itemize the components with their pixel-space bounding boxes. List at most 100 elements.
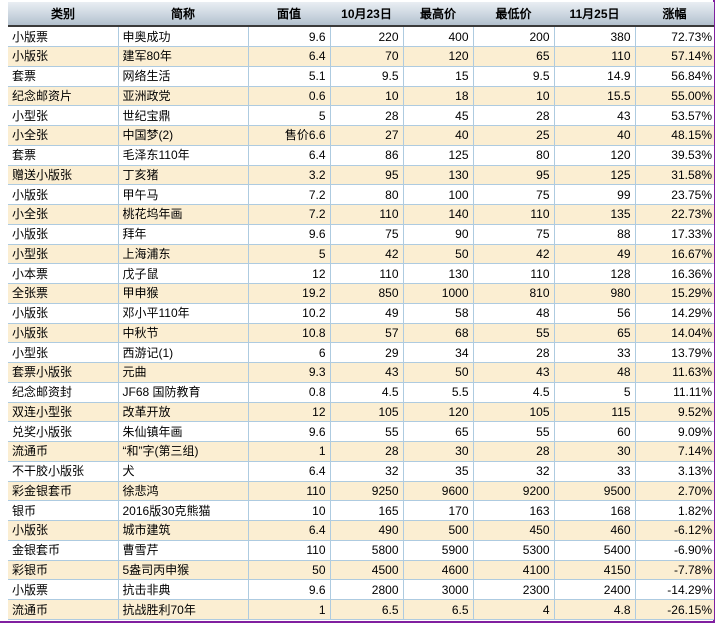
table-row: 纪念邮资封 JF68 国防教育 0.8 4.5 5.5 4.5 5 11.11% (8, 382, 714, 403)
cell-oct23: 110 (329, 263, 403, 285)
table-row: 银币 2016版30克熊猫 10 165 170 163 168 1.82% (8, 500, 714, 522)
cell-high: 50 (402, 362, 473, 383)
cell-name: 申奥成功 (117, 26, 248, 48)
cell-change: 48.15% (634, 125, 714, 146)
cell-face-value: 9.6 (247, 421, 330, 443)
table-row: 小版张 城市建筑 6.4 490 500 450 460 -6.12% (8, 520, 714, 541)
cell-oct23: 165 (329, 500, 403, 522)
cell-face-value: 7.2 (247, 184, 330, 206)
cell-face-value: 9.6 (247, 579, 330, 601)
cell-low: 48 (472, 303, 554, 324)
cell-name: 世纪宝鼎 (117, 105, 248, 127)
cell-high: 18 (402, 86, 473, 107)
cell-change: 23.75% (634, 184, 714, 206)
cell-face-value: 10 (247, 500, 330, 522)
cell-change: 9.52% (634, 402, 714, 423)
cell-nov25: 60 (553, 421, 635, 443)
table-row: 小全张 中国梦(2) 售价6.6 27 40 25 40 48.15% (8, 125, 714, 146)
cell-nov25: 43 (553, 105, 635, 127)
cell-name: 改革开放 (117, 402, 248, 423)
cell-high: 4600 (402, 560, 473, 581)
cell-nov25: 56 (553, 303, 635, 324)
cell-low: 42 (472, 244, 554, 265)
cell-face-value: 19.2 (247, 283, 330, 304)
cell-high: 500 (402, 520, 473, 541)
cell-name: 徐悲鸿 (117, 481, 248, 502)
cell-nov25: 33 (553, 342, 635, 364)
cell-name: 中国梦(2) (117, 125, 248, 146)
table-row: 金银套币 曹雪芹 110 5800 5900 5300 5400 -6.90% (8, 540, 714, 561)
cell-category: 小型张 (8, 342, 118, 364)
cell-low: 55 (472, 421, 554, 443)
cell-category: 纪念邮资片 (8, 86, 118, 107)
column-header-low: 最低价 (473, 2, 554, 27)
column-header-change: 涨幅 (635, 2, 714, 27)
cell-category: 银币 (8, 500, 118, 522)
cell-face-value: 3.2 (247, 165, 330, 186)
cell-low: 28 (472, 441, 554, 462)
cell-oct23: 490 (329, 520, 403, 541)
cell-nov25: 9500 (553, 481, 635, 502)
table-row: 小型张 西游记(1) 6 29 34 28 33 13.79% (8, 342, 714, 364)
cell-name: 中秋节 (117, 323, 248, 344)
cell-name: 戊子鼠 (117, 263, 248, 285)
cell-low: 450 (472, 520, 554, 541)
table-row: 套票小版张 元曲 9.3 43 50 43 48 11.63% (8, 362, 714, 383)
cell-low: 80 (472, 145, 554, 166)
cell-name: 亚洲政党 (117, 86, 248, 107)
cell-low: 110 (472, 204, 554, 225)
cell-nov25: 99 (553, 184, 635, 206)
cell-face-value: 6.4 (247, 46, 330, 67)
cell-nov25: 4.8 (553, 599, 635, 620)
cell-change: 2.70% (634, 481, 714, 502)
table-header: 类别 简称 面值 10月23日 最高价 最低价 11月25日 涨幅 (8, 2, 714, 27)
cell-change: -6.12% (634, 520, 714, 541)
cell-change: 17.33% (634, 224, 714, 245)
cell-low: 75 (472, 184, 554, 206)
cell-low: 55 (472, 323, 554, 344)
cell-name: 邓小平110年 (117, 303, 248, 324)
cell-change: 72.73% (634, 26, 714, 48)
cell-oct23: 43 (329, 362, 403, 383)
cell-name: 毛泽东110年 (117, 145, 248, 166)
cell-low: 2300 (472, 579, 554, 601)
cell-nov25: 40 (553, 125, 635, 146)
table-row: 小全张 桃花坞年画 7.2 110 140 110 135 22.73% (8, 204, 714, 225)
table-row: 小版票 抗击非典 9.6 2800 3000 2300 2400 -14.29% (8, 579, 714, 601)
cell-nov25: 88 (553, 224, 635, 245)
cell-high: 130 (402, 165, 473, 186)
cell-face-value: 9.6 (247, 26, 330, 48)
cell-name: 犬 (117, 461, 248, 482)
cell-face-value: 12 (247, 402, 330, 423)
cell-name: 西游记(1) (117, 342, 248, 364)
cell-oct23: 4500 (329, 560, 403, 581)
cell-category: 不干胶小版张 (8, 461, 118, 482)
cell-category: 小版张 (8, 520, 118, 541)
column-header-high: 最高价 (403, 2, 473, 27)
cell-name: 朱仙镇年画 (117, 421, 248, 443)
table-row: 小型张 世纪宝鼎 5 28 45 28 43 53.57% (8, 105, 714, 127)
cell-nov25: 5400 (553, 540, 635, 561)
cell-nov25: 5 (553, 382, 635, 403)
table-body: 小版票 申奥成功 9.6 220 400 200 380 72.73% 小版张 建军80年 6.4 7… (8, 26, 714, 620)
cell-high: 90 (402, 224, 473, 245)
cell-change: 53.57% (634, 105, 714, 127)
table-row: 小版张 邓小平110年 10.2 49 58 48 56 14.29% (8, 303, 714, 324)
cell-change: 3.13% (634, 461, 714, 482)
cell-name: 建军80年 (117, 46, 248, 67)
cell-change: 55.00% (634, 86, 714, 107)
cell-oct23: 42 (329, 244, 403, 265)
column-header-category: 类别 (8, 2, 118, 27)
header-row: 类别 简称 面值 10月23日 最高价 最低价 11月25日 涨幅 (8, 2, 714, 27)
cell-oct23: 28 (329, 441, 403, 462)
cell-category: 金银套币 (8, 540, 118, 561)
table-row: 纪念邮资片 亚洲政党 0.6 10 18 10 15.5 55.00% (8, 86, 714, 107)
cell-low: 25 (472, 125, 554, 146)
cell-change: 57.14% (634, 46, 714, 67)
cell-low: 75 (472, 224, 554, 245)
cell-high: 45 (402, 105, 473, 127)
cell-name: 抗战胜利70年 (117, 599, 248, 620)
cell-nov25: 980 (553, 283, 635, 304)
cell-high: 140 (402, 204, 473, 225)
